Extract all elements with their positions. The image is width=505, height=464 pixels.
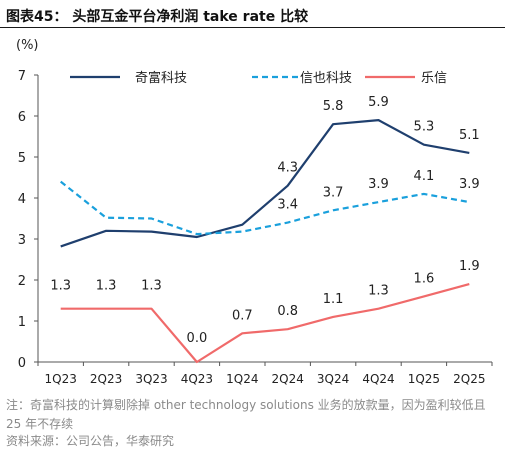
footnote: 注：奇富科技的计算剔除掉 other technology solutions … [6,398,486,431]
x-tick-label: 1Q23 [45,372,77,386]
x-tick-label: 2Q25 [453,372,485,386]
data-label: 5.3 [414,120,435,135]
y-tick-label: 2 [18,274,26,289]
legend-label: 乐信 [421,71,447,86]
data-label: 4.3 [277,161,298,176]
data-label: 1.3 [96,279,117,294]
x-tick-label: 1Q24 [226,372,258,386]
data-label: 4.1 [414,169,435,184]
data-label: 0.8 [277,304,298,319]
x-tick-label: 4Q23 [181,372,213,386]
data-label: 3.9 [368,177,389,192]
data-label: 0.7 [232,308,253,323]
title-divider [0,27,505,28]
legend-label: 奇富科技 [135,70,187,86]
data-label: 0.0 [187,331,208,346]
data-label: 5.1 [459,128,480,143]
y-axis-unit: (%) [16,38,39,53]
x-tick-label: 2Q24 [272,372,304,386]
data-label: 1.6 [414,271,435,286]
data-label: 5.9 [368,95,389,110]
data-label: 5.8 [323,99,344,114]
y-tick-label: 4 [18,192,26,207]
data-label: 1.9 [459,259,480,274]
x-tick-label: 4Q24 [362,372,394,386]
data-label: 1.3 [368,284,389,299]
series-line [60,118,470,248]
data-label: 1.3 [141,279,162,294]
x-tick-label: 1Q25 [408,372,440,386]
y-tick-label: 5 [18,151,26,166]
data-label: 1.1 [323,292,344,307]
series-line [60,283,470,364]
data-label: 3.7 [323,185,344,200]
y-tick-label: 0 [18,356,26,371]
source-note: 资料来源：公司公告，华泰研究 [6,434,175,448]
data-label: 3.4 [277,198,298,213]
figure-title: 图表45： 头部互金平台净利润 take rate 比较 [6,9,309,25]
data-label: 1.3 [50,279,71,294]
y-tick-label: 3 [18,233,26,248]
y-tick-label: 1 [18,315,26,330]
x-tick-label: 3Q23 [135,372,167,386]
legend-label: 信也科技 [300,71,352,86]
y-tick-label: 7 [18,69,26,84]
x-tick-label: 2Q23 [90,372,122,386]
series-line [60,180,470,236]
x-tick-label: 3Q24 [317,372,349,386]
y-tick-label: 6 [18,110,26,125]
line-chart: (%) 0 1 2 3 4 5 6 7 1Q23 2Q23 3Q23 4Q23 1Q24 2Q24 3Q24 4… [16,38,493,386]
data-label: 3.9 [459,177,480,192]
